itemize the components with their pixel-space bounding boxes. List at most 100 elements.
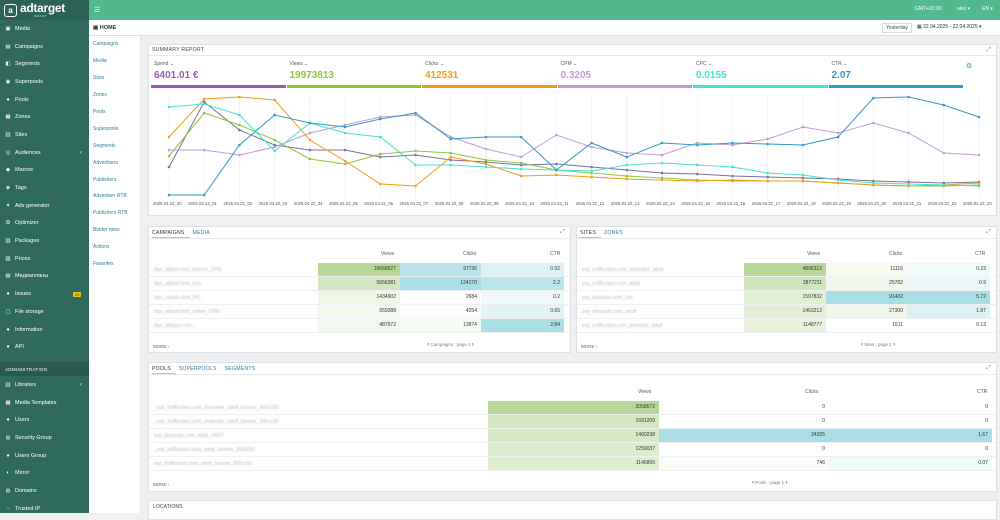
subnav-bidder-rules[interactable]: Bidder rules <box>93 227 120 234</box>
data-point-clicks[interactable] <box>414 184 417 188</box>
subnav-media[interactable]: Media <box>93 58 107 65</box>
data-point-ctr[interactable] <box>977 115 981 119</box>
data-point-spend[interactable] <box>907 180 910 184</box>
data-point-clicks[interactable] <box>731 178 734 182</box>
data-point-views[interactable] <box>308 157 312 161</box>
column-header-clicks[interactable]: Clicks <box>889 251 903 257</box>
table-row[interactable]: ssp_trafficstars.com_xhamster_adult 48963… <box>577 263 996 277</box>
data-point-spend[interactable] <box>238 128 241 132</box>
data-point-cpm[interactable] <box>872 121 875 125</box>
data-point-clicks[interactable] <box>766 179 769 183</box>
tab-superpools[interactable]: SUPERPOOLS <box>178 366 217 372</box>
tab-segments[interactable]: SEGMENTS <box>224 366 256 372</box>
data-point-clicks[interactable] <box>343 159 347 163</box>
data-point-cpm[interactable] <box>519 155 523 159</box>
data-point-cpc[interactable] <box>449 163 453 167</box>
data-point-ctr[interactable] <box>238 143 241 147</box>
data-point-cpc[interactable] <box>977 184 981 188</box>
data-point-ctr[interactable] <box>942 103 946 107</box>
data-point-cpm[interactable] <box>590 145 593 149</box>
tab-sites[interactable]: SITES <box>580 230 601 238</box>
tab-media[interactable]: MEDIA <box>192 230 210 236</box>
row-name[interactable]: _ssp_trafficstars.com_xhamster_adult_ban… <box>154 419 279 425</box>
column-header-clicks[interactable]: Clicks <box>805 389 819 395</box>
prev-page-icon[interactable]: ‹ <box>861 342 863 348</box>
data-point-clicks[interactable] <box>519 174 523 178</box>
subnav-actions[interactable]: Actions <box>93 244 110 251</box>
subnav-pools[interactable]: Pools <box>93 109 106 115</box>
data-point-spend[interactable] <box>202 100 206 104</box>
data-point-cpm[interactable] <box>379 115 382 119</box>
data-point-cpc[interactable] <box>836 178 840 182</box>
data-point-cpm[interactable] <box>766 137 769 141</box>
data-point-clicks[interactable] <box>555 173 558 177</box>
sidebar-item-audiences[interactable]: ◎ Audiences ‹ <box>0 144 89 162</box>
next-page-icon[interactable]: › <box>471 342 474 348</box>
data-point-clicks[interactable] <box>660 178 664 182</box>
sidebar-item-users-group[interactable]: ● Users Group <box>0 447 89 465</box>
sidebar-item-prices[interactable]: ▨ Prices <box>0 250 89 268</box>
hamburger-menu-icon[interactable]: ☰ <box>94 7 101 14</box>
data-point-spend[interactable] <box>590 165 593 169</box>
data-point-cpm[interactable] <box>202 148 206 152</box>
sidebar-item-information[interactable]: ● Information <box>0 321 89 339</box>
column-header-views[interactable]: Views <box>638 389 652 395</box>
data-point-spend[interactable] <box>942 181 946 185</box>
table-row[interactable]: dsp_adpost.test_banner_CPM 10668927 97736 0… <box>149 263 570 277</box>
data-point-cpm[interactable] <box>343 123 347 127</box>
data-point-cpc[interactable] <box>872 181 875 185</box>
data-point-ctr[interactable] <box>731 141 734 145</box>
breadcrumb[interactable]: ▣ HOME <box>93 25 116 31</box>
sidebar-item-ads-generator[interactable]: ✦ Ads generator <box>0 197 89 215</box>
data-point-cpm[interactable] <box>238 153 241 157</box>
column-header-views[interactable]: Views <box>381 251 395 257</box>
sidebar-item-users[interactable]: ● Users <box>0 411 89 429</box>
row-name[interactable]: _ssp_trafficstars.com_adult_banner_300x2… <box>154 447 256 453</box>
row-name[interactable]: dsp_adpost.test_com <box>154 281 202 287</box>
data-point-cpm[interactable] <box>555 133 558 137</box>
data-point-clicks[interactable] <box>273 98 276 102</box>
column-header-views[interactable]: Views <box>807 251 821 257</box>
table-row[interactable]: ssp_daopush.com_adult_VAST 1460238 24325 1.… <box>149 429 996 443</box>
data-point-ctr[interactable] <box>449 137 453 141</box>
expand-icon[interactable]: ⤢ <box>986 229 991 235</box>
metric-ctr[interactable]: CTR ⌄ 2.07 <box>828 59 963 88</box>
sidebar-item-security-group[interactable]: ◍ Security Group <box>0 429 89 447</box>
data-point-ctr[interactable] <box>836 135 840 139</box>
metric-cpm[interactable]: CPM ⌄ 0.3205 <box>557 59 692 88</box>
user-menu[interactable]: alex ▾ <box>957 6 970 12</box>
expand-icon[interactable]: ⤢ <box>986 365 991 371</box>
sidebar-item-libraries[interactable]: ▥ Libraries ‹ <box>0 376 89 394</box>
table-row[interactable]: _ssp_trafficstars.com_xhamster_adult_ban… <box>149 401 996 415</box>
data-point-clicks[interactable] <box>167 135 171 139</box>
data-point-clicks[interactable] <box>836 181 840 185</box>
data-point-clicks[interactable] <box>977 181 981 185</box>
data-point-clicks[interactable] <box>801 179 805 183</box>
timezone-label[interactable]: GMT+03:00 <box>915 6 942 12</box>
data-point-ctr[interactable] <box>273 113 276 117</box>
data-point-spend[interactable] <box>695 172 699 176</box>
data-point-cpc[interactable] <box>343 131 347 135</box>
data-point-ctr[interactable] <box>202 193 206 197</box>
data-point-spend[interactable] <box>273 143 276 147</box>
settings-gear-icon[interactable]: ⚙ <box>966 63 973 70</box>
data-point-cpm[interactable] <box>801 125 805 129</box>
data-point-cpm[interactable] <box>660 153 664 157</box>
sidebar-item-медиапланы[interactable]: ▤ Медиапланы <box>0 268 89 286</box>
data-point-spend[interactable] <box>872 179 875 183</box>
data-point-views[interactable] <box>202 111 206 115</box>
metric-views[interactable]: Views ⌄ 19973813 <box>286 59 421 88</box>
subnav-sites[interactable]: Sites <box>93 75 105 82</box>
data-point-spend[interactable] <box>731 174 734 178</box>
data-point-ctr[interactable] <box>555 168 558 172</box>
data-point-ctr[interactable] <box>625 155 629 159</box>
row-name[interactable]: ssp_daopush.com_adult_VAST <box>154 433 224 439</box>
sidebar-item-pools[interactable]: ● Pools <box>0 91 89 109</box>
prev-page-icon[interactable]: ‹ <box>427 342 429 348</box>
subnav-segments[interactable]: Segments <box>93 142 116 149</box>
more-link[interactable]: MORE › <box>153 482 170 487</box>
sidebar-item-campaigns[interactable]: ▤ Campaigns <box>0 38 89 56</box>
language-menu[interactable]: EN ▾ <box>982 6 993 12</box>
data-point-clicks[interactable] <box>449 155 453 159</box>
data-point-cpc[interactable] <box>801 173 805 177</box>
